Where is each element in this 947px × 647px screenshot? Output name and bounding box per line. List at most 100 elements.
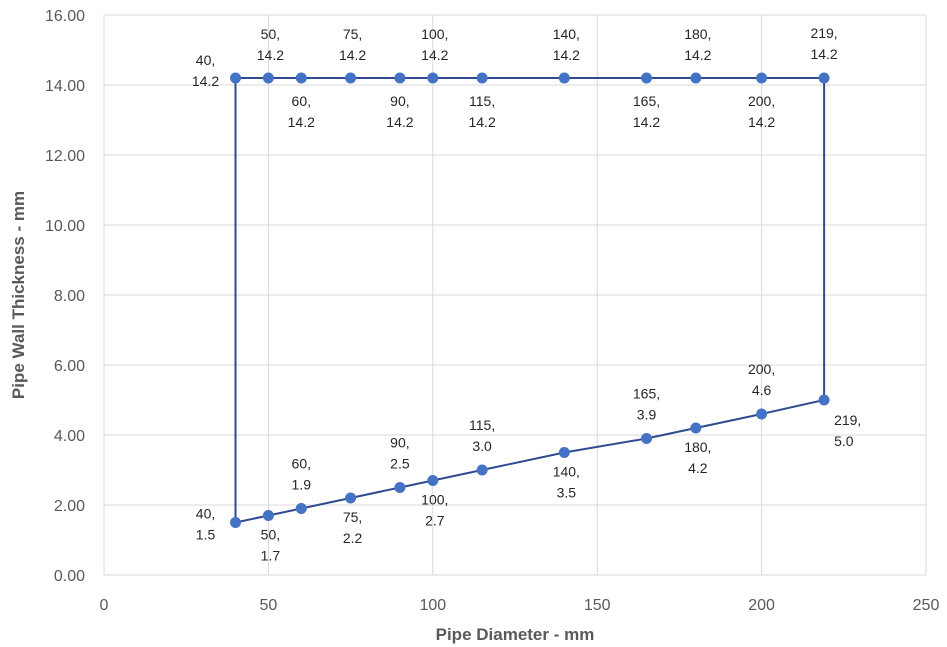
data-label-line: 100, — [421, 26, 448, 42]
data-label: 180, 14.2 — [684, 26, 711, 63]
data-label-line: 1.9 — [292, 477, 312, 493]
data-label: 200, 14.2 — [748, 93, 775, 130]
data-label-line: 165, — [633, 386, 660, 402]
data-label-line: 100, — [421, 492, 448, 508]
data-label: 165, 3.9 — [633, 386, 660, 423]
data-label-line: 2.2 — [343, 530, 363, 546]
data-label-line: 14.2 — [288, 114, 315, 130]
x-tick-label: 200 — [748, 597, 775, 614]
data-point — [558, 72, 570, 84]
data-label-line: 75, — [343, 26, 362, 42]
data-label-line: 14.2 — [748, 114, 775, 130]
data-label-line: 140, — [553, 26, 580, 42]
data-point — [345, 72, 357, 84]
data-point — [230, 517, 242, 528]
data-label-line: 2.7 — [425, 513, 445, 529]
data-point — [756, 72, 768, 84]
y-tick-label: 12.00 — [45, 148, 85, 165]
x-axis-ticks: 0 50 100 150 200 250 — [100, 597, 940, 614]
data-label-line: 1.7 — [261, 548, 281, 564]
data-label-line: 90, — [390, 93, 409, 109]
data-label-line: 5.0 — [834, 433, 854, 449]
data-label-line: 14.2 — [468, 114, 495, 130]
data-label-line: 3.9 — [637, 407, 657, 423]
data-label: 90, 14.2 — [386, 93, 413, 130]
y-tick-label: 0.00 — [54, 568, 85, 585]
y-axis-title: Pipe Wall Thickness - mm — [9, 191, 28, 399]
data-label-line: 180, — [684, 26, 711, 42]
data-label-line: 14.2 — [633, 114, 660, 130]
data-point — [295, 72, 307, 84]
y-tick-label: 10.00 — [45, 218, 85, 235]
data-label-line: 219, — [810, 25, 837, 41]
data-point — [476, 464, 488, 476]
data-point — [345, 492, 357, 504]
data-label-line: 14.2 — [553, 47, 580, 63]
data-label: 50, 1.7 — [261, 527, 281, 564]
data-label: 115, 3.0 — [469, 417, 495, 454]
y-axis-ticks: 0.00 2.00 4.00 6.00 8.00 10.00 12.00 14.00 16.00 — [45, 8, 85, 585]
y-tick-label: 4.00 — [54, 428, 85, 445]
data-label: 60, 14.2 — [288, 93, 315, 130]
data-point — [756, 408, 768, 420]
data-point — [690, 422, 702, 434]
data-label-line: 2.5 — [390, 456, 410, 472]
data-label-line: 115, — [469, 417, 495, 433]
data-label-line: 75, — [343, 509, 362, 525]
data-label: 140, 14.2 — [553, 26, 580, 63]
data-label-line: 1.5 — [196, 527, 216, 543]
data-label-line: 60, — [292, 93, 311, 109]
data-label: 40, 14.2 — [192, 52, 219, 89]
data-label: 90, 2.5 — [390, 435, 410, 472]
data-point — [476, 72, 488, 84]
data-point — [295, 503, 307, 514]
x-tick-label: 100 — [419, 597, 446, 614]
data-label-line: 90, — [390, 435, 409, 451]
y-tick-label: 16.00 — [45, 8, 85, 25]
data-label-line: 115, — [469, 93, 495, 109]
y-tick-label: 6.00 — [54, 358, 85, 375]
data-point — [262, 510, 274, 521]
data-label-line: 14.2 — [810, 46, 837, 62]
data-label: 60, 1.9 — [292, 456, 312, 493]
x-tick-label: 250 — [913, 597, 940, 614]
data-label: 50, 14.2 — [257, 26, 284, 63]
y-tick-label: 14.00 — [45, 78, 85, 95]
data-point — [690, 72, 702, 84]
data-label: 219, 5.0 — [834, 412, 861, 449]
data-label-line: 14.2 — [386, 114, 413, 130]
data-label: 40, 1.5 — [196, 506, 216, 543]
data-point — [641, 433, 653, 444]
data-label: 75, 14.2 — [339, 26, 366, 63]
data-label-line: 14.2 — [421, 47, 448, 63]
data-label-line: 219, — [834, 412, 861, 428]
data-label-line: 50, — [261, 26, 280, 42]
y-tick-label: 8.00 — [54, 288, 85, 305]
data-label: 100, 2.7 — [421, 492, 448, 529]
x-tick-label: 0 — [100, 597, 109, 614]
data-label-line: 60, — [292, 456, 311, 472]
data-label: 140, 3.5 — [553, 464, 580, 501]
data-label: 200, 4.6 — [748, 361, 775, 398]
x-tick-label: 150 — [584, 597, 611, 614]
gridlines — [103, 14, 927, 576]
data-label-line: 40, — [196, 506, 215, 522]
data-label-line: 14.2 — [257, 47, 284, 63]
data-label-line: 200, — [748, 361, 775, 377]
data-label-line: 14.2 — [192, 73, 219, 89]
data-point — [394, 72, 406, 84]
series-group — [230, 72, 830, 528]
data-label: 180, 4.2 — [684, 439, 711, 476]
data-label-line: 180, — [684, 439, 711, 455]
data-label-line: 200, — [748, 93, 775, 109]
x-tick-label: 50 — [260, 597, 278, 614]
data-label-line: 4.2 — [688, 460, 708, 476]
data-point — [394, 482, 406, 493]
series-line — [234, 77, 826, 524]
data-label: 165, 14.2 — [633, 93, 660, 130]
data-label-line: 165, — [633, 93, 660, 109]
data-label-line: 14.2 — [684, 47, 711, 63]
data-point — [427, 72, 439, 84]
